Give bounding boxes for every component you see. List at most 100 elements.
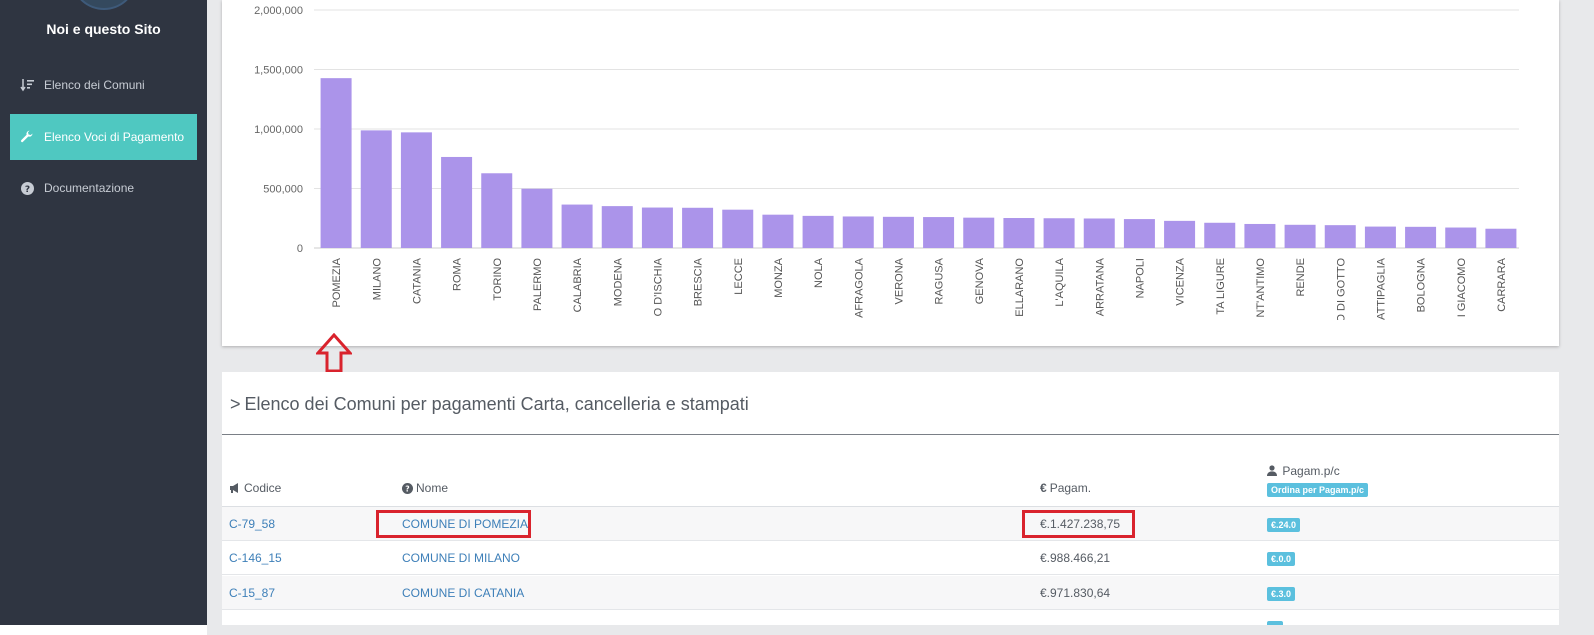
brand-title: Noi e questo Sito <box>46 21 161 37</box>
header-pagam-pc[interactable]: Pagam.p/c <box>1267 464 1340 478</box>
name-link[interactable]: COMUNE DI POMEZIA <box>402 517 529 531</box>
highlight-box-amount <box>1022 510 1135 538</box>
bar[interactable] <box>842 216 874 248</box>
x-tick-label: NAPOLI <box>1134 258 1146 298</box>
name-link[interactable]: COMUNE DI CATANIA <box>402 586 525 600</box>
header-label: Pagam.p/c <box>1282 464 1340 478</box>
x-tick-label: O DI GOTTO <box>1335 258 1347 323</box>
name-link[interactable]: COMUNE DI MILANO <box>402 551 521 565</box>
bar[interactable] <box>682 207 714 248</box>
chart-panel: 0 500,000 1,000,000 1,500,000 2,000,000 POMEZ… <box>222 0 1559 346</box>
bar[interactable] <box>762 214 794 248</box>
bar[interactable] <box>400 132 432 248</box>
x-tick-label: CATANIA <box>411 257 423 304</box>
bar[interactable] <box>1043 218 1075 248</box>
x-tick-label: PALERMO <box>532 258 544 311</box>
bar[interactable] <box>882 216 914 248</box>
bar[interactable] <box>521 188 553 248</box>
y-tick-label: 1,000,000 <box>254 124 303 136</box>
bar[interactable] <box>802 215 834 248</box>
x-tick-label: ROMA <box>452 257 464 291</box>
header-pagam[interactable]: € Pagam. <box>1040 481 1091 495</box>
x-tick-label: MONZA <box>773 257 785 297</box>
x-tick-label: MILANO <box>371 258 383 301</box>
header-label: Codice <box>244 481 282 495</box>
bar[interactable] <box>320 78 352 248</box>
x-tick-label: TORINO <box>492 258 504 301</box>
bar[interactable] <box>1324 225 1356 248</box>
sidebar-item-label: Elenco Voci di Pagamento <box>44 130 185 144</box>
sidebar: Noi e questo Sito Elenco dei Comuni Elen… <box>0 0 207 625</box>
header-codice[interactable]: Codice <box>229 481 281 495</box>
bar[interactable] <box>1244 223 1276 248</box>
question-circle-icon: ? <box>20 181 34 195</box>
x-tick-label: ARRATANA <box>1094 257 1106 316</box>
sort-button[interactable]: Ordina per Pagam.p/c <box>1267 483 1369 497</box>
bar[interactable] <box>441 156 473 248</box>
code-link[interactable]: C-79_58 <box>229 517 276 531</box>
bar[interactable] <box>641 207 673 248</box>
header-nome[interactable]: ? Nome <box>402 481 448 495</box>
sidebar-item-label: Elenco dei Comuni <box>44 78 145 92</box>
code-link[interactable]: C-15_87 <box>229 586 276 600</box>
euro-icon: € <box>1040 481 1047 495</box>
bar[interactable] <box>1284 224 1316 248</box>
svg-text:?: ? <box>24 185 29 195</box>
chevron-right-icon: > <box>230 394 241 414</box>
bottom-strip <box>0 625 1594 635</box>
divider <box>222 434 1559 435</box>
bar[interactable] <box>481 173 513 248</box>
svg-text:?: ? <box>405 484 409 493</box>
x-tick-label: GENOVA <box>974 257 986 304</box>
bar[interactable] <box>1083 218 1115 248</box>
highlight-box-name <box>376 510 531 538</box>
panel-title: > Elenco dei Comuni per pagamenti Carta, … <box>230 394 749 415</box>
bar[interactable] <box>360 130 392 248</box>
bar[interactable] <box>1123 219 1155 248</box>
bar[interactable] <box>1445 227 1477 248</box>
sort-amount-icon <box>20 78 34 92</box>
bar[interactable] <box>601 206 633 248</box>
bar[interactable] <box>1485 228 1517 248</box>
question-circle-icon: ? <box>402 482 413 494</box>
user-icon <box>1267 465 1277 476</box>
bar[interactable] <box>722 209 754 248</box>
amount-value: €.971.830,64 <box>1040 586 1111 600</box>
x-tick-label: ELLARANO <box>1014 258 1026 317</box>
sidebar-item-documentazione[interactable]: ? Documentazione <box>10 165 197 211</box>
x-tick-label: MODENA <box>612 257 624 306</box>
table-panel: > Elenco dei Comuni per pagamenti Carta, … <box>222 372 1559 635</box>
bar[interactable] <box>1405 226 1437 248</box>
x-tick-label: LECCE <box>733 258 745 295</box>
sidebar-item-elenco-voci[interactable]: Elenco Voci di Pagamento <box>10 114 197 160</box>
avatar <box>73 0 135 10</box>
x-tick-label: POMEZIA <box>331 257 343 307</box>
x-tick-label: I GIACOMO <box>1456 258 1468 318</box>
x-tick-label: ATTIPAGLIA <box>1375 257 1387 320</box>
amount-value: €.1.427.238,75 <box>1040 517 1121 531</box>
bar[interactable] <box>1364 226 1396 248</box>
per-capita-badge: €.24.0 <box>1267 518 1301 532</box>
bar[interactable] <box>963 217 995 248</box>
bullhorn-icon <box>229 483 241 493</box>
bar[interactable] <box>561 204 593 248</box>
y-tick-label: 1,500,000 <box>254 65 303 77</box>
sidebar-item-elenco-comuni[interactable]: Elenco dei Comuni <box>10 62 197 108</box>
x-tick-label: CALABRIA <box>572 257 584 312</box>
x-tick-label: CARRARA <box>1496 257 1508 311</box>
sidebar-item-label: Documentazione <box>44 181 135 195</box>
y-tick-label: 500,000 <box>263 184 303 196</box>
x-tick-label: RENDE <box>1295 258 1307 297</box>
table-row: C-146_15 COMUNE DI MILANO €.988.466,21 €… <box>222 541 1559 575</box>
x-tick-label: AFRAGOLA <box>853 257 865 318</box>
code-link[interactable]: C-146_15 <box>229 551 282 565</box>
header-label: Nome <box>416 481 449 495</box>
x-tick-label: O D'ISCHIA <box>652 257 664 316</box>
header-label: Pagam. <box>1049 481 1092 495</box>
x-tick-label: VICENZA <box>1175 257 1187 305</box>
bar[interactable] <box>1204 222 1236 248</box>
bar[interactable] <box>1003 218 1035 248</box>
bar[interactable] <box>923 217 955 248</box>
wrench-icon <box>20 130 34 144</box>
bar[interactable] <box>1164 220 1196 248</box>
